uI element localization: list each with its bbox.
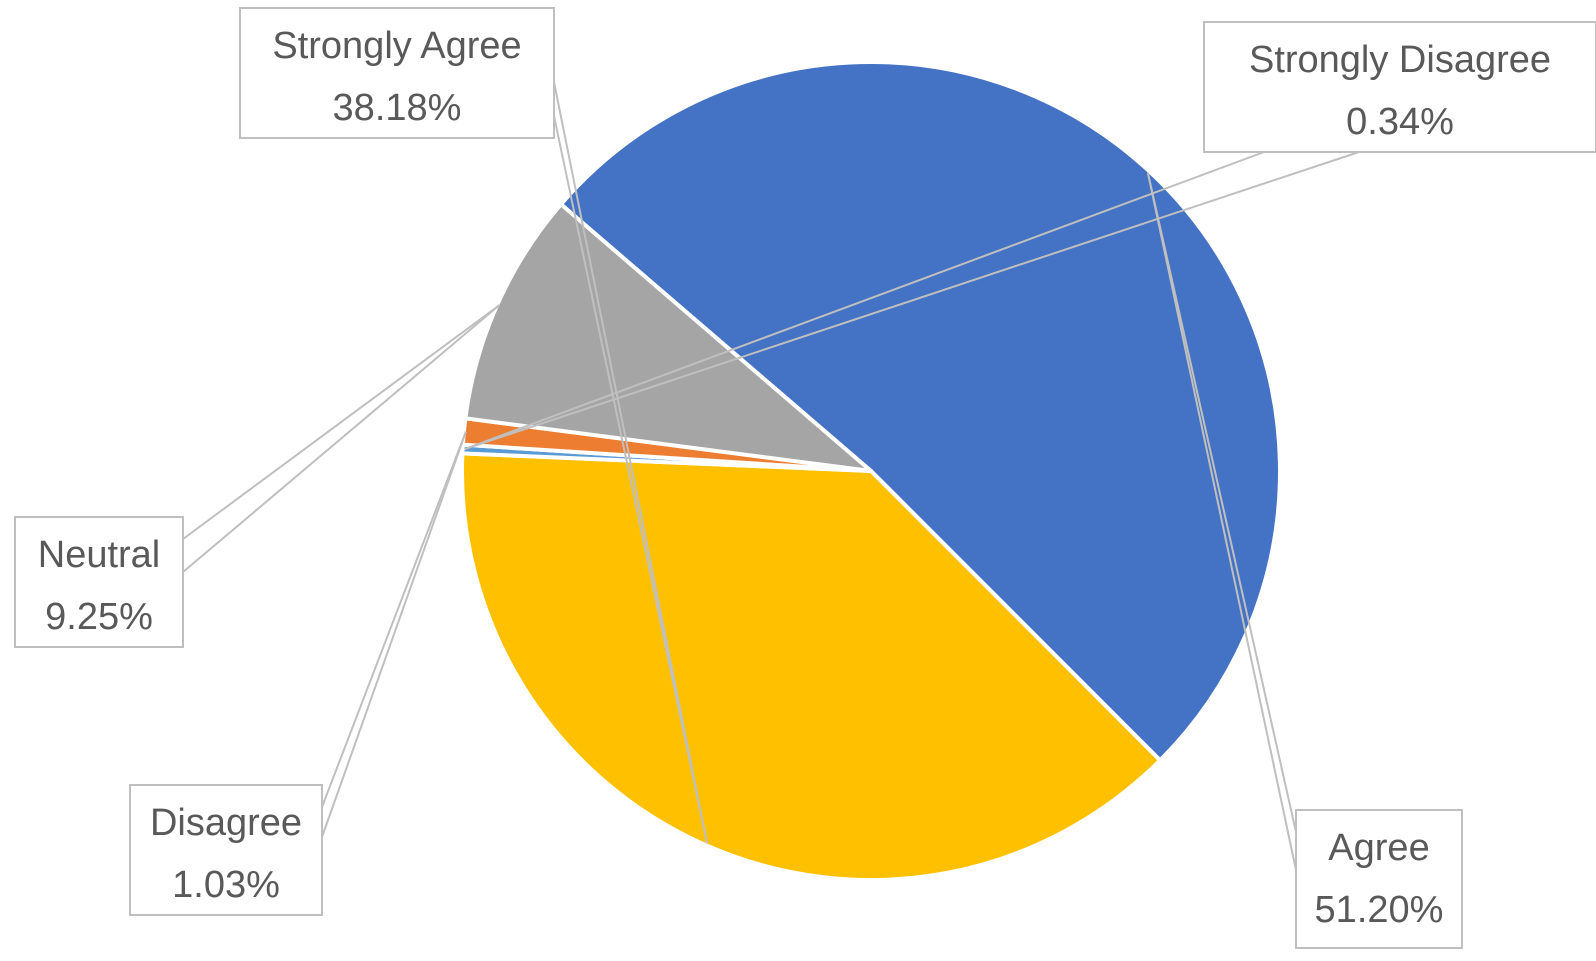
leader-line-agree: [1146, 172, 1297, 871]
leader-line-strongly-disagree: [464, 151, 1265, 451]
data-label-value: 51.20%: [1315, 889, 1444, 931]
data-label-value: 9.25%: [45, 596, 153, 638]
data-label-box-strongly-disagree: [1203, 21, 1596, 153]
data-label-value: 1.03%: [172, 864, 280, 906]
leader-line-neutral: [182, 304, 500, 540]
data-label-box-disagree: [129, 784, 323, 916]
data-label-name: Neutral: [38, 534, 161, 576]
data-label-name: Disagree: [150, 802, 302, 844]
data-label-name: Strongly Agree: [272, 25, 521, 67]
pie-slice-neutral: [463, 202, 873, 473]
data-label-value: 0.34%: [1346, 101, 1454, 143]
leader-line-agree: [1146, 172, 1297, 833]
data-label-box-neutral: [14, 516, 184, 648]
leader-line-strongly-agree: [553, 81, 709, 844]
pie-slice-strongly-agree: [460, 451, 1163, 882]
leader-line-strongly-agree: [553, 115, 709, 844]
leader-lines: [182, 81, 1360, 871]
leader-line-neutral: [182, 304, 500, 573]
leader-line-disagree: [321, 431, 467, 838]
data-label-box-agree: [1295, 809, 1463, 949]
pie-slices: [460, 60, 1282, 882]
data-label-name: Agree: [1328, 827, 1429, 869]
data-label-value: 38.18%: [333, 87, 462, 129]
data-labels: Agree 51.20% Strongly Agree 38.18% Strongly …: [14, 7, 1596, 949]
pie-slice-agree: [558, 60, 1282, 763]
data-label-name: Strongly Disagree: [1249, 39, 1551, 81]
leader-line-strongly-disagree: [464, 151, 1360, 451]
leader-line-disagree: [321, 431, 467, 808]
data-label-box-strongly-agree: [239, 7, 555, 139]
